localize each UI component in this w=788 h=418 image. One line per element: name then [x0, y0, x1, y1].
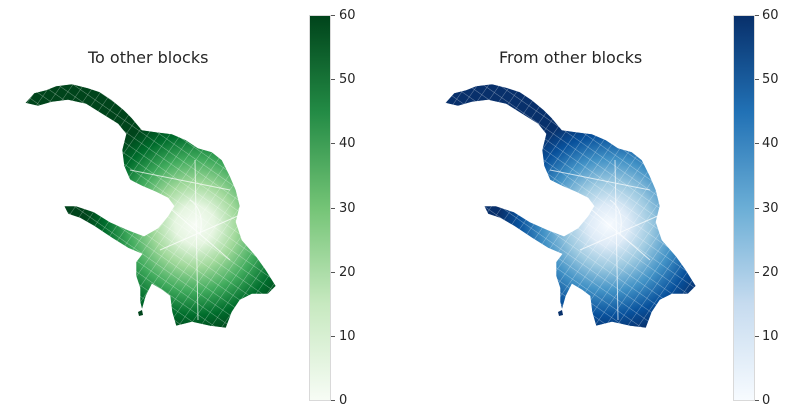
left-colorbar-tick-label: 0: [339, 393, 348, 408]
left-colorbar-tick-label: 30: [339, 201, 356, 216]
left-choropleth-map: [24, 83, 277, 329]
left-colorbar-tickmark: [331, 79, 335, 80]
right-map-panel: From other blocks: [394, 0, 788, 418]
right-colorbar-tickmark: [755, 15, 759, 16]
right-colorbar-tickmark: [755, 143, 759, 144]
left-colorbar-tickmark: [331, 15, 335, 16]
left-map-title: To other blocks: [88, 48, 209, 67]
left-map-panel: To other blocks: [24, 8, 356, 408]
right-map-streets: [445, 84, 696, 328]
right-colorbar-tick-label: 20: [762, 265, 779, 280]
right-colorbar-tickmark: [755, 79, 759, 80]
left-colorbar-tickmark: [331, 400, 335, 401]
right-colorbar-tick-label: 60: [762, 8, 779, 23]
right-map-title: From other blocks: [499, 48, 643, 67]
left-colorbar-tickmark: [331, 336, 335, 337]
left-map-streets: [25, 84, 276, 328]
right-choropleth-map: [444, 83, 697, 329]
left-colorbar-tickmark: [331, 208, 335, 209]
right-colorbar-tick-label: 10: [762, 329, 779, 344]
right-colorbar-tickmark: [755, 208, 759, 209]
left-colorbar-tick-label: 40: [339, 136, 356, 151]
left-colorbar-tick-label: 60: [339, 8, 356, 23]
right-colorbar-tick-label: 40: [762, 136, 779, 151]
right-colorbar-tickmark: [755, 336, 759, 337]
right-colorbar-tickmark: [755, 400, 759, 401]
left-colorbar-tickmark: [331, 272, 335, 273]
left-colorbar: [309, 15, 331, 401]
left-colorbar-tickmark: [331, 143, 335, 144]
right-colorbar: [733, 15, 755, 401]
left-colorbar-tick-label: 20: [339, 265, 356, 280]
left-colorbar-tick-label: 50: [339, 72, 356, 87]
right-map-island: [558, 310, 563, 316]
left-colorbar-tick-label: 10: [339, 329, 356, 344]
left-map-island: [138, 310, 143, 316]
right-colorbar-tick-label: 30: [762, 201, 779, 216]
right-colorbar-tick-label: 50: [762, 72, 779, 87]
right-colorbar-tick-label: 0: [762, 393, 771, 408]
right-colorbar-tickmark: [755, 272, 759, 273]
